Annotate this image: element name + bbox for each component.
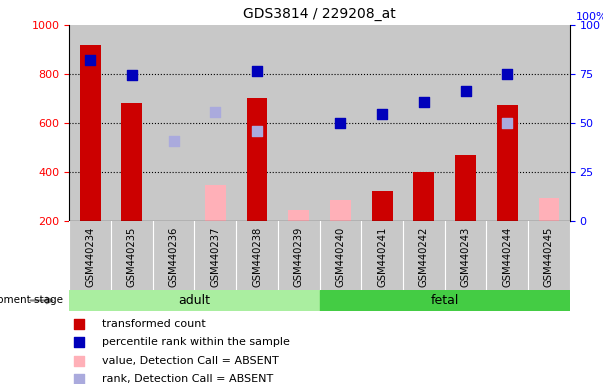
- Text: GSM440235: GSM440235: [127, 226, 137, 287]
- Bar: [444, 221, 487, 290]
- Bar: [403, 221, 444, 290]
- Bar: [236, 221, 278, 290]
- Text: GSM440240: GSM440240: [335, 226, 346, 286]
- Bar: [278, 221, 320, 290]
- Bar: [487, 221, 528, 290]
- Bar: [247, 98, 268, 221]
- Text: GSM440243: GSM440243: [461, 226, 470, 286]
- Bar: [361, 25, 403, 221]
- Bar: [320, 290, 570, 311]
- Text: fetal: fetal: [431, 294, 459, 307]
- Bar: [153, 25, 194, 221]
- Text: GSM440236: GSM440236: [169, 226, 178, 287]
- Bar: [528, 25, 570, 221]
- Bar: [288, 210, 309, 221]
- Text: adult: adult: [178, 294, 210, 307]
- Text: value, Detection Call = ABSENT: value, Detection Call = ABSENT: [102, 356, 279, 366]
- Bar: [111, 25, 153, 221]
- Point: [252, 68, 262, 74]
- Bar: [538, 197, 560, 221]
- Bar: [330, 200, 351, 221]
- Point: [86, 57, 95, 63]
- Point: [461, 88, 470, 94]
- Bar: [69, 290, 320, 311]
- Point: [210, 109, 220, 115]
- Point: [419, 99, 429, 105]
- Bar: [80, 45, 101, 221]
- Point: [502, 120, 512, 126]
- Text: percentile rank within the sample: percentile rank within the sample: [102, 338, 290, 348]
- Bar: [236, 25, 278, 221]
- Text: rank, Detection Call = ABSENT: rank, Detection Call = ABSENT: [102, 374, 273, 384]
- Point: [377, 111, 387, 118]
- Text: GSM440234: GSM440234: [85, 226, 95, 286]
- Bar: [414, 172, 434, 221]
- Text: GSM440244: GSM440244: [502, 226, 513, 286]
- Bar: [403, 25, 444, 221]
- Point: [75, 321, 84, 327]
- Text: 100%: 100%: [575, 12, 603, 22]
- Text: transformed count: transformed count: [102, 319, 206, 329]
- Point: [336, 120, 346, 126]
- Point: [252, 128, 262, 134]
- Text: GSM440245: GSM440245: [544, 226, 554, 287]
- Bar: [194, 25, 236, 221]
- Bar: [320, 25, 361, 221]
- Point: [75, 358, 84, 364]
- Text: GSM440237: GSM440237: [210, 226, 220, 287]
- Bar: [278, 25, 320, 221]
- Bar: [121, 103, 142, 221]
- Text: development stage: development stage: [0, 295, 63, 306]
- Bar: [497, 104, 518, 221]
- Bar: [205, 185, 226, 221]
- Point: [75, 339, 84, 346]
- Bar: [69, 221, 111, 290]
- Text: GSM440242: GSM440242: [419, 226, 429, 287]
- Point: [75, 376, 84, 382]
- Bar: [69, 25, 111, 221]
- Bar: [455, 155, 476, 221]
- Bar: [320, 221, 361, 290]
- Text: GSM440239: GSM440239: [294, 226, 304, 287]
- Bar: [371, 192, 393, 221]
- Point: [169, 138, 178, 144]
- Bar: [487, 25, 528, 221]
- Bar: [153, 221, 194, 290]
- Bar: [111, 221, 153, 290]
- Bar: [528, 221, 570, 290]
- Point: [502, 71, 512, 77]
- Text: GSM440241: GSM440241: [377, 226, 387, 287]
- Text: GSM440238: GSM440238: [252, 226, 262, 286]
- Title: GDS3814 / 229208_at: GDS3814 / 229208_at: [243, 7, 396, 21]
- Bar: [361, 221, 403, 290]
- Point: [127, 72, 137, 78]
- Bar: [194, 221, 236, 290]
- Bar: [444, 25, 487, 221]
